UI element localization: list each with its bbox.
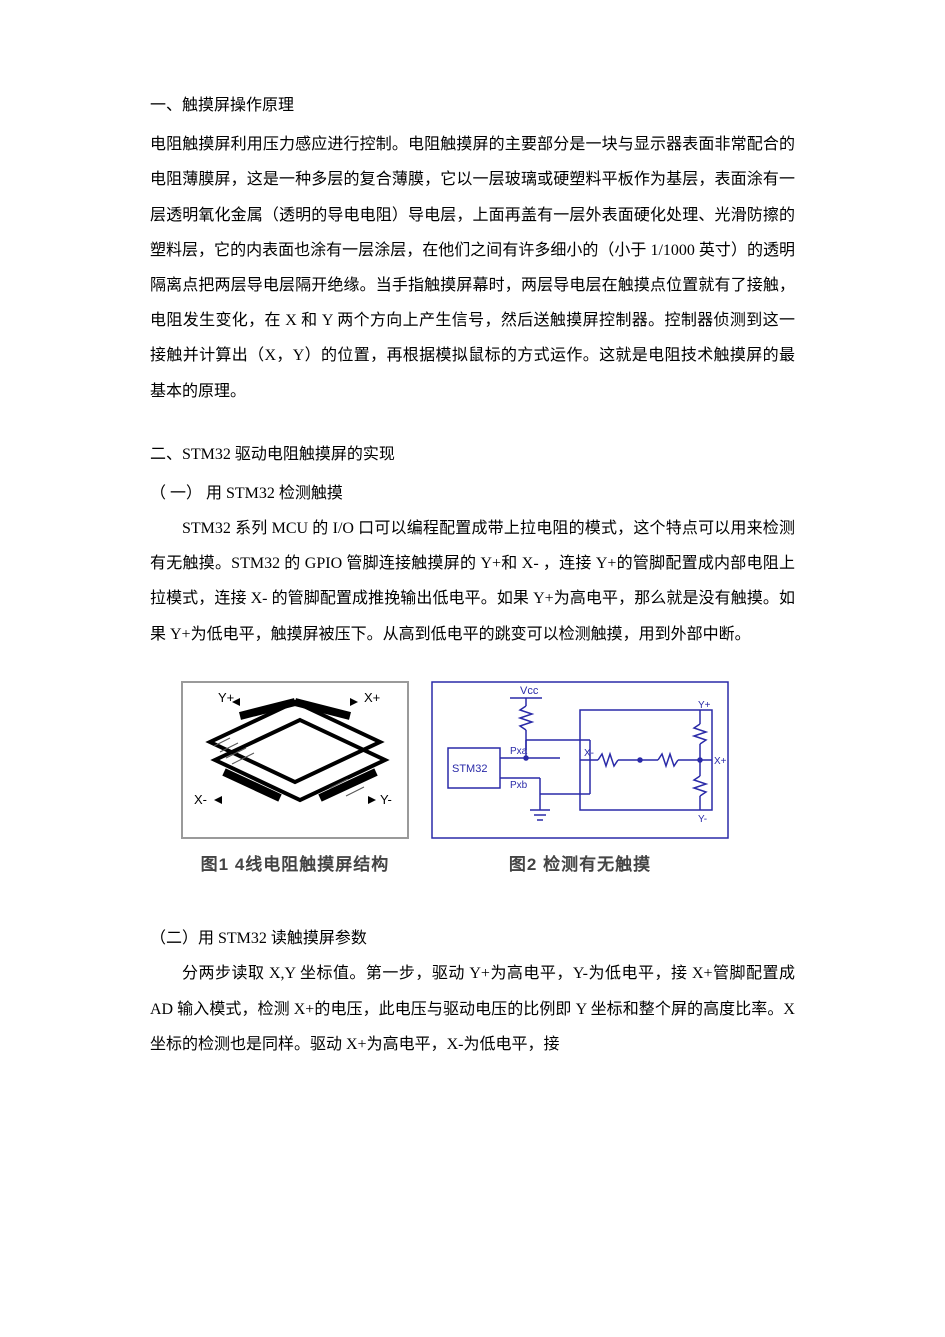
fig2-label-yplus: Y+ <box>698 700 711 711</box>
subsection-2-1-title: （ 一） 用 STM32 检测触摸 <box>150 476 795 511</box>
fig1-label-yplus: Y+ <box>218 690 234 705</box>
figure-2: Vcc STM32 Pxa Pxb <box>430 680 730 883</box>
figure-1: Y+ X+ X- Y- 图1 4线电阻触摸屏结构 <box>180 680 410 883</box>
fig1-label-yminus: Y- <box>380 792 392 807</box>
section-1-title: 一、触摸屏操作原理 <box>150 88 795 123</box>
section-2-title: 二、STM32 驱动电阻触摸屏的实现 <box>150 437 795 472</box>
fig2-label-pxb: Pxb <box>510 780 528 791</box>
spacer <box>150 409 795 437</box>
paragraph-3: 分两步读取 X,Y 坐标值。第一步，驱动 Y+为高电平，Y-为低电平，接 X+管… <box>150 956 795 1062</box>
document-page: 一、触摸屏操作原理 电阻触摸屏利用压力感应进行控制。电阻触摸屏的主要部分是一块与… <box>0 0 945 1337</box>
figure-2-caption: 图2 检测有无触摸 <box>509 846 651 883</box>
figure-2-svg: Vcc STM32 Pxa Pxb <box>430 680 730 840</box>
fig2-label-xplus: X+ <box>714 756 727 767</box>
fig2-label-stm32: STM32 <box>452 763 487 775</box>
figure-1-caption: 图1 4线电阻触摸屏结构 <box>201 846 390 883</box>
fig2-label-yminus: Y- <box>698 814 707 825</box>
fig1-label-xplus: X+ <box>364 690 380 705</box>
figure-row: Y+ X+ X- Y- 图1 4线电阻触摸屏结构 Vcc <box>180 680 795 883</box>
fig2-label-xminus: X- <box>584 748 594 759</box>
fig2-label-vcc: Vcc <box>520 685 539 697</box>
subsection-2-2-title: （二）用 STM32 读触摸屏参数 <box>150 921 795 956</box>
figure-1-svg: Y+ X+ X- Y- <box>180 680 410 840</box>
fig1-label-xminus: X- <box>194 792 207 807</box>
paragraph-1: 电阻触摸屏利用压力感应进行控制。电阻触摸屏的主要部分是一块与显示器表面非常配合的… <box>150 127 795 409</box>
fig2-label-pxa: Pxa <box>510 746 528 757</box>
spacer-2 <box>150 893 795 921</box>
paragraph-2: STM32 系列 MCU 的 I/O 口可以编程配置成带上拉电阻的模式，这个特点… <box>150 511 795 652</box>
